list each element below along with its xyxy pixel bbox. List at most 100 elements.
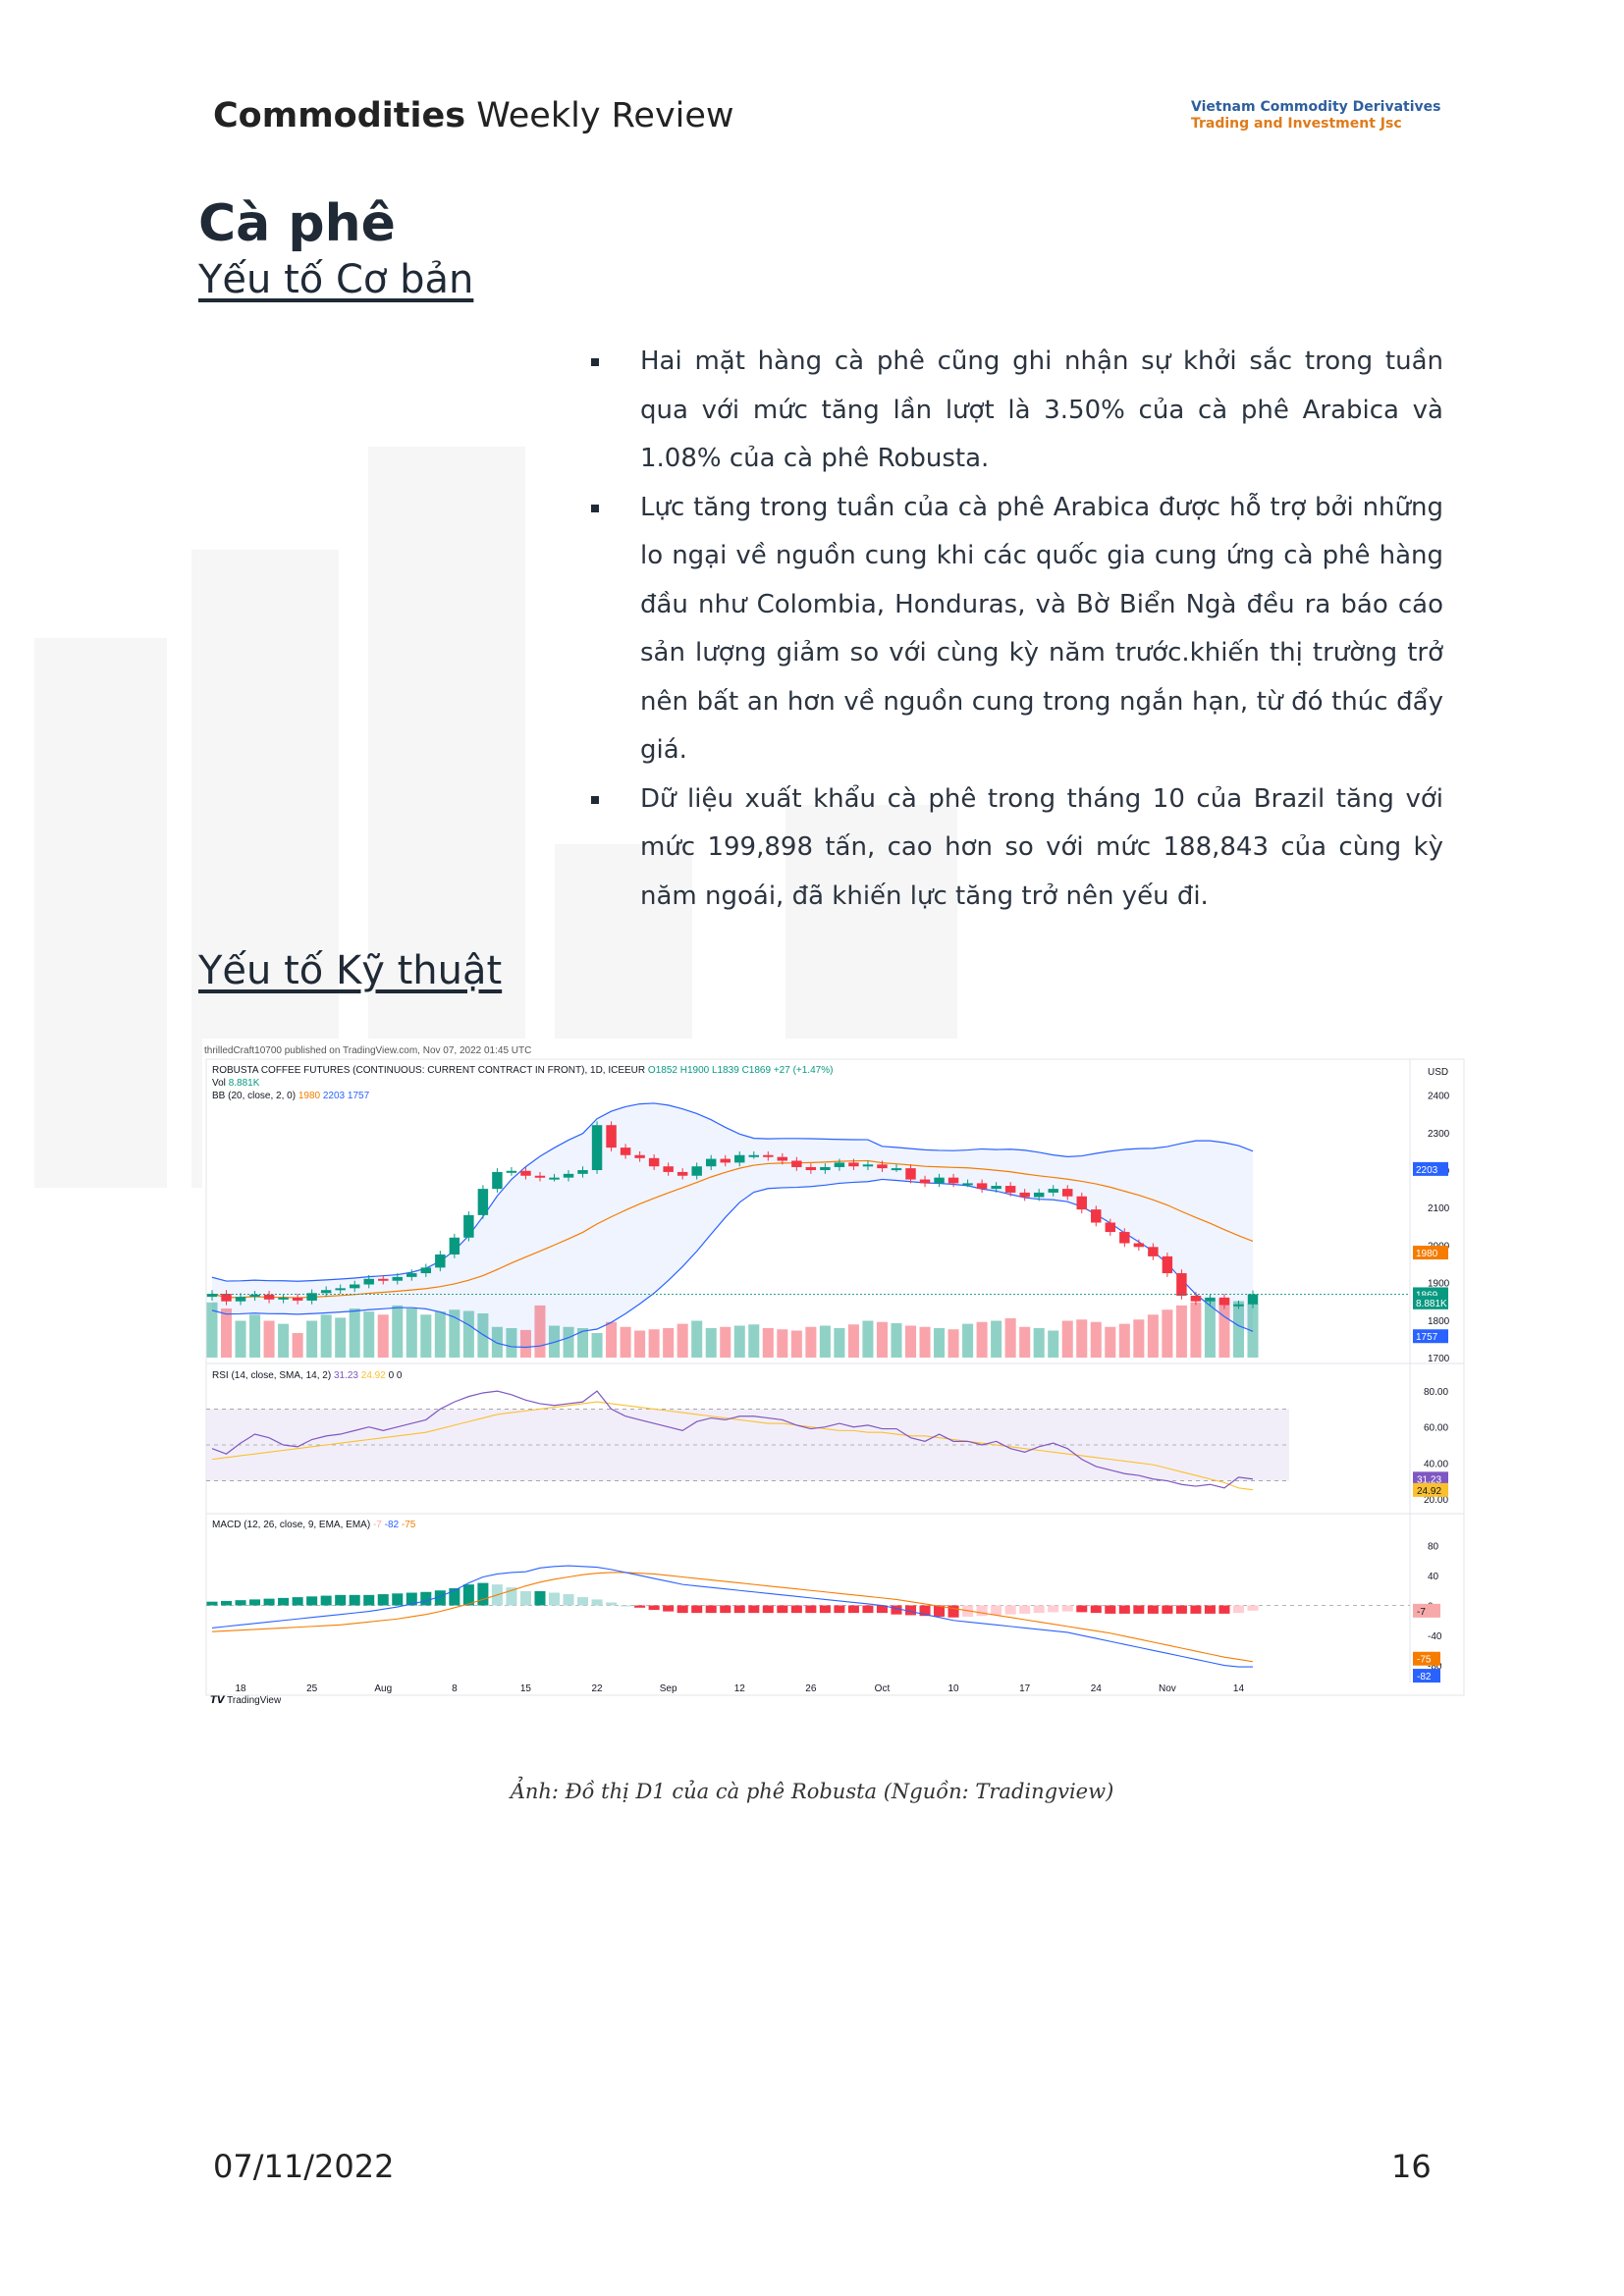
candle-body: [435, 1254, 446, 1268]
watermark-shape: [785, 805, 957, 1041]
macd-signal-line: [211, 1572, 1254, 1663]
volume-bar: [947, 1329, 959, 1358]
candle-body: [1091, 1209, 1102, 1223]
volume-bar: [477, 1313, 489, 1358]
macd-histogram-bar: [891, 1605, 902, 1615]
candle-body: [1019, 1192, 1030, 1198]
candle-body: [392, 1276, 403, 1281]
bb-basis-value: 1980: [298, 1091, 321, 1101]
macd-histogram-bar: [1090, 1605, 1102, 1614]
macd-histogram-bar: [663, 1605, 675, 1612]
volume-value: 8.881K: [229, 1078, 260, 1089]
macd-badge-label: -82: [1417, 1672, 1432, 1682]
macd-tick-label: -80: [1428, 1662, 1442, 1673]
macd-histogram-bar: [1175, 1605, 1187, 1614]
candle-body: [349, 1284, 360, 1289]
rsi-label: RSI (14, close, SMA, 14, 2): [212, 1370, 331, 1381]
bb-fill: [212, 1102, 1253, 1348]
bb-label: BB (20, close, 2, 0): [212, 1091, 296, 1101]
macd-histogram-bar: [919, 1605, 931, 1617]
candle-body: [1133, 1243, 1145, 1248]
macd-legend: MACD (12, 26, close, 9, EMA, EMA) -7 -82…: [212, 1520, 416, 1530]
bullet-item: Hai mặt hàng cà phê cũng ghi nhận sự khở…: [587, 338, 1443, 484]
volume-bar: [748, 1324, 760, 1358]
candle-body: [834, 1162, 845, 1167]
macd-histogram-bar: [420, 1591, 432, 1606]
macd-histogram-bar: [620, 1605, 631, 1607]
report-title-bold: Commodities: [213, 96, 466, 135]
candle-body: [221, 1294, 232, 1302]
bullet-text: Lực tăng trong tuần của cà phê Arabica đ…: [640, 492, 1443, 766]
candle-body: [306, 1293, 317, 1301]
candle-body: [549, 1177, 560, 1180]
candle-body: [648, 1157, 660, 1167]
candle-body: [534, 1175, 546, 1178]
candle-body: [919, 1179, 931, 1184]
candle-body: [962, 1183, 973, 1186]
candle-body: [976, 1183, 988, 1190]
candle-body: [363, 1278, 374, 1285]
fundamentals-bullets: Hai mặt hàng cà phê cũng ghi nhận sự khở…: [587, 338, 1443, 921]
price-badge: [1413, 1161, 1448, 1176]
macd-histogram-bar: [1247, 1605, 1259, 1611]
candle-body: [777, 1156, 788, 1161]
volume-label: Vol: [212, 1078, 226, 1089]
candle-body: [748, 1154, 760, 1157]
macd-histogram-bar: [762, 1605, 774, 1614]
candle-body: [520, 1170, 531, 1176]
volume-bar: [634, 1330, 646, 1358]
candle-body: [463, 1214, 474, 1238]
axes: 2400230022002100200019001800170022031980…: [235, 1092, 1449, 1694]
candle-body: [1105, 1222, 1116, 1233]
macd-histogram-bar: [1004, 1605, 1016, 1615]
volume-bar: [320, 1314, 332, 1358]
candle-body: [734, 1154, 745, 1163]
volume-bar: [392, 1305, 404, 1358]
volume-bar: [733, 1325, 745, 1358]
company-name-line2: Trading and Investment Jsc: [1191, 116, 1402, 132]
volume-bar: [919, 1326, 931, 1358]
macd-badge: [1413, 1651, 1440, 1666]
macd-histogram-bar: [292, 1597, 303, 1606]
price-badge-label: 1757: [1416, 1332, 1438, 1343]
macd-tick-label: 40: [1428, 1572, 1439, 1582]
macd-histogram-bar: [434, 1590, 446, 1606]
volume-bar: [1190, 1302, 1202, 1358]
volume-bar: [1061, 1320, 1073, 1358]
macd-histogram-bar: [677, 1605, 688, 1614]
rsi-ma-line: [211, 1401, 1254, 1491]
macd-badge: [1413, 1603, 1440, 1618]
x-tick-label: Oct: [875, 1683, 891, 1694]
volume-bar: [663, 1328, 675, 1358]
macd-tick-label: 80: [1428, 1541, 1439, 1552]
volume-bar: [805, 1326, 817, 1358]
volume-bar: [249, 1314, 261, 1358]
macd-histogram-bar: [720, 1605, 731, 1614]
candle-body: [947, 1177, 959, 1184]
volume-bar: [1204, 1299, 1216, 1358]
macd-tick-label: -40: [1428, 1631, 1442, 1642]
watermark-shape: [555, 844, 692, 1041]
volume-bar: [847, 1324, 859, 1358]
rsi-tick-label: 60.00: [1424, 1423, 1448, 1434]
volume-bar: [462, 1310, 474, 1358]
macd-histogram-bar: [519, 1591, 531, 1606]
ohlc-close: C1869: [742, 1065, 772, 1076]
macd-histogram-bar: [477, 1582, 489, 1606]
company-name-line1: Vietnam Commodity Derivatives: [1191, 99, 1441, 115]
rsi-value: 31.23: [334, 1370, 358, 1381]
candle-body: [320, 1290, 332, 1294]
currency-label: USD: [1428, 1067, 1448, 1078]
candle-body: [991, 1186, 1001, 1190]
macd-histogram-bar: [1147, 1605, 1159, 1614]
macd-histogram-bar: [1118, 1605, 1130, 1614]
macd-histogram-bar: [648, 1605, 660, 1611]
macd-histogram-bar: [1204, 1605, 1216, 1614]
candle-body: [406, 1273, 417, 1277]
macd-histogram-bar: [377, 1594, 389, 1606]
volume-bar: [1162, 1309, 1173, 1358]
price-tick-label: 1900: [1428, 1279, 1450, 1290]
page-number: 16: [1391, 2148, 1432, 2185]
x-tick-label: 25: [306, 1683, 318, 1694]
rsi-line: [211, 1390, 1254, 1489]
